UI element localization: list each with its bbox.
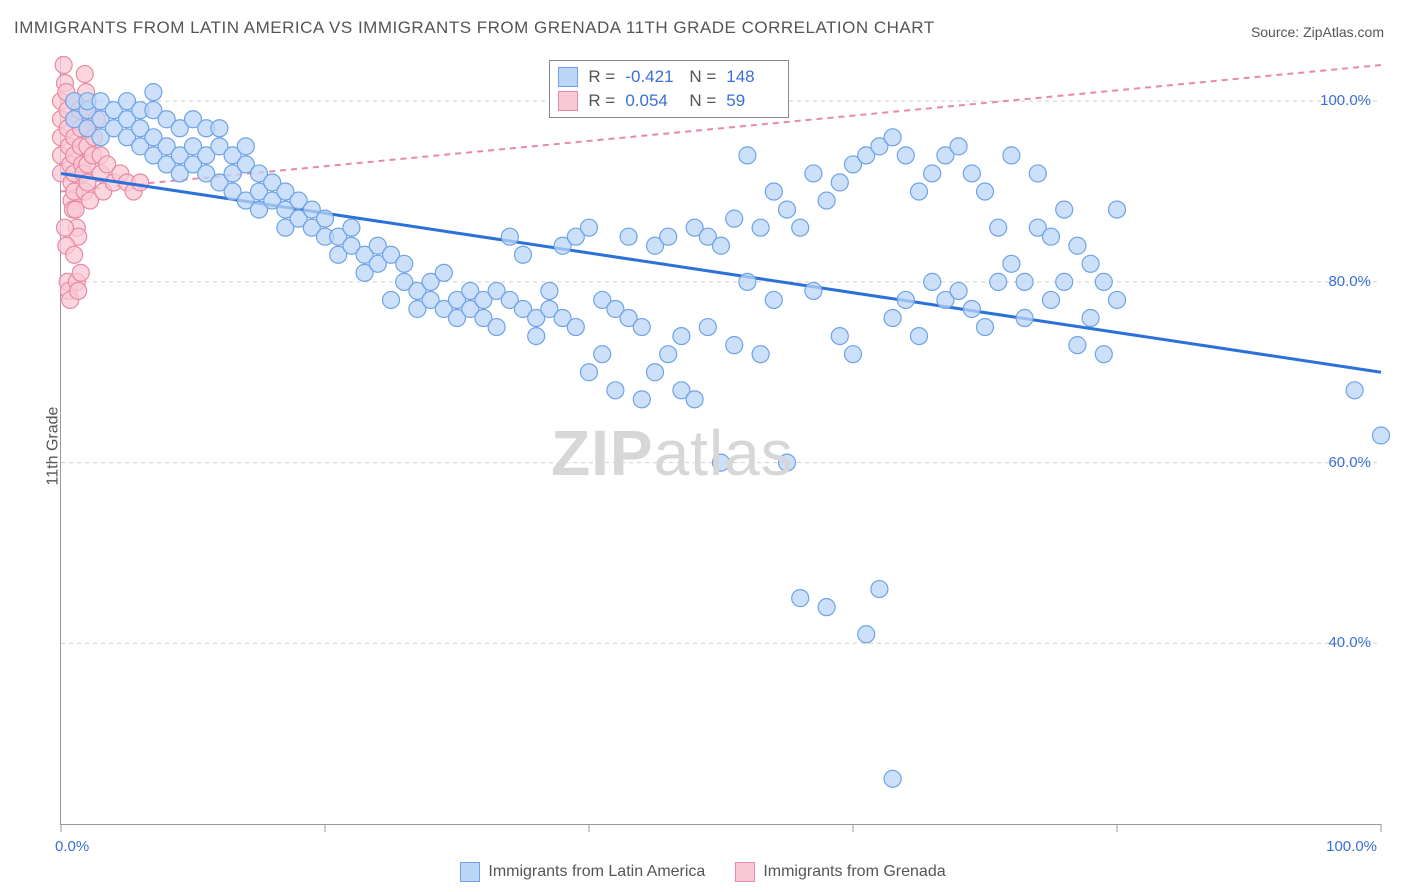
source-site: ZipAtlas.com: [1303, 24, 1384, 40]
legend-swatch: [735, 862, 755, 882]
series-legend: Immigrants from Latin America Immigrants …: [0, 862, 1406, 882]
legend-n-value: 148: [726, 67, 780, 87]
legend-label: Immigrants from Latin America: [488, 863, 705, 881]
legend-item: Immigrants from Grenada: [735, 862, 945, 882]
source-credit: Source: ZipAtlas.com: [1251, 24, 1384, 40]
legend-row: R = -0.421 N = 148: [558, 65, 780, 89]
legend-swatch: [558, 67, 578, 87]
plot-svg: [61, 56, 1381, 824]
legend-swatch: [558, 91, 578, 111]
plot-area: ZIPatlas R =-0.421N =148R =0.054N =59 40…: [60, 56, 1381, 825]
correlation-legend: R = -0.421 N = 148 R = 0.054 N = 59: [549, 60, 789, 118]
legend-label: Immigrants from Grenada: [763, 863, 945, 881]
y-tick-label: 40.0%: [1328, 634, 1371, 651]
legend-row: R = 0.054 N = 59: [558, 89, 780, 113]
x-tick-label: 0.0%: [55, 838, 89, 855]
y-tick-label: 80.0%: [1328, 273, 1371, 290]
chart-title: IMMIGRANTS FROM LATIN AMERICA VS IMMIGRA…: [14, 18, 935, 38]
source-label: Source:: [1251, 24, 1299, 40]
legend-swatch: [460, 862, 480, 882]
legend-r-value: 0.054: [625, 91, 679, 111]
y-tick-label: 100.0%: [1320, 92, 1371, 109]
y-tick-label: 60.0%: [1328, 454, 1371, 471]
series-immigrants-from-latin-america: [61, 84, 1390, 788]
legend-r-label: R =: [588, 67, 615, 87]
legend-n-label: N =: [689, 67, 716, 87]
legend-n-value: 59: [726, 91, 780, 111]
x-tick-label: 100.0%: [1326, 838, 1377, 855]
legend-r-value: -0.421: [625, 67, 679, 87]
legend-r-label: R =: [588, 91, 615, 111]
legend-item: Immigrants from Latin America: [460, 862, 705, 882]
legend-n-label: N =: [689, 91, 716, 111]
